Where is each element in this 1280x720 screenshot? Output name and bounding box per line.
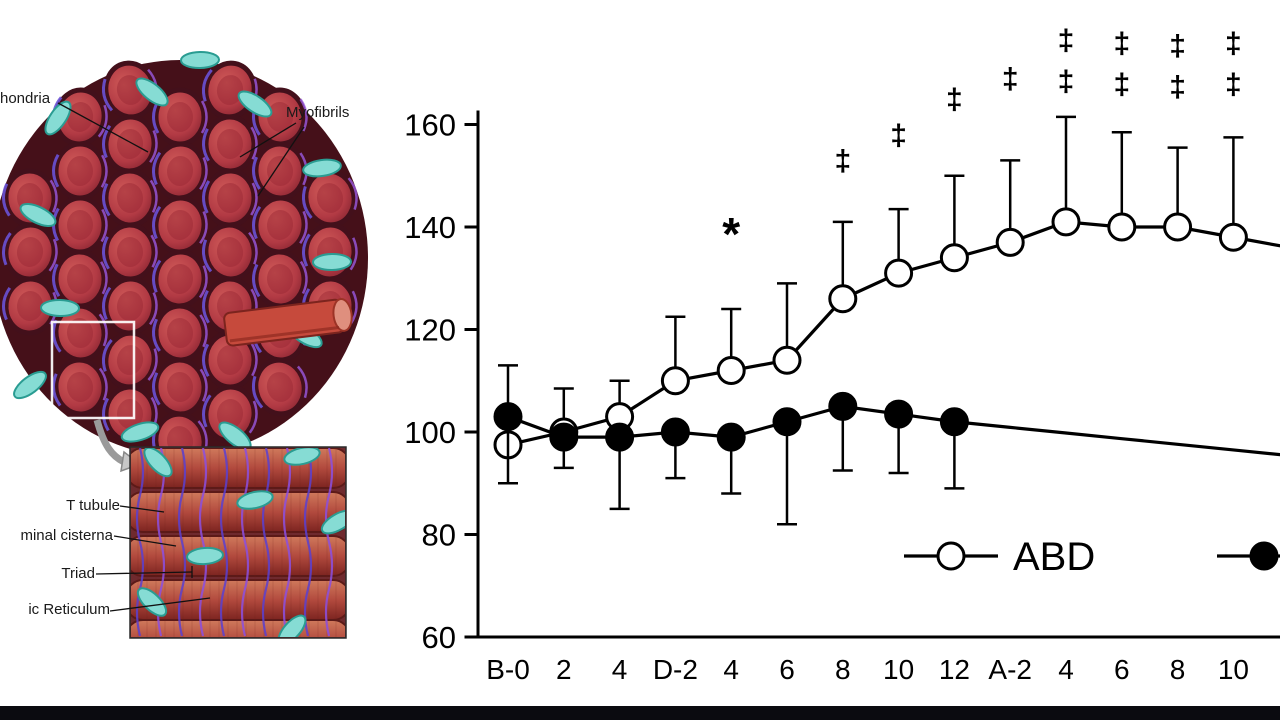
mitochondrion-icon [40, 298, 80, 318]
data-point [828, 284, 858, 314]
x-tick-label: 10 [883, 654, 914, 685]
data-point [828, 391, 858, 421]
significance-marker: ‡ [1058, 24, 1075, 57]
data-point [1218, 222, 1248, 252]
legend-item: ABD [904, 535, 1095, 579]
legend-marker [936, 541, 966, 571]
y-tick-label: 100 [404, 415, 456, 450]
y-tick-label: 160 [404, 108, 456, 143]
x-tick-label: D-2 [653, 654, 698, 685]
label-terminal-cisterna: minal cisterna [20, 527, 113, 544]
data-point [995, 227, 1025, 257]
legend-item [1217, 541, 1280, 571]
significance-marker: ‡ [1113, 68, 1130, 101]
significance-marker: ‡ [890, 119, 907, 152]
series-filled [493, 391, 1280, 526]
data-point [605, 422, 635, 452]
x-tick-label: 8 [1170, 654, 1186, 685]
label-mitochondria: hondria [0, 90, 51, 107]
muscle-bundle [0, 50, 368, 471]
label-sarcoplasmic-reticulum: ic Reticulum [28, 601, 110, 618]
x-tick-label: B-0 [486, 654, 530, 685]
x-tick-label: 4 [612, 654, 628, 685]
x-tick-label: 6 [779, 654, 795, 685]
bottom-bar [0, 706, 1280, 720]
significance-marker: ‡ [1225, 68, 1242, 101]
data-point [660, 366, 690, 396]
data-point [1163, 212, 1193, 242]
x-tick-label: 2 [556, 654, 572, 685]
significance-marker: ‡ [1002, 63, 1019, 96]
data-point [772, 407, 802, 437]
data-point [884, 399, 914, 429]
mitochondrion-icon [13, 370, 47, 400]
data-point [660, 417, 690, 447]
inset-image [129, 446, 347, 639]
x-tick-label: A-2 [988, 654, 1032, 685]
significance-marker: * [722, 208, 740, 260]
y-tick-label: 140 [404, 210, 456, 245]
mitochondrion-icon [302, 158, 342, 178]
significance-marker: ‡ [1058, 65, 1075, 98]
mitochondrion-icon [180, 50, 220, 70]
x-tick-label: 8 [835, 654, 851, 685]
legend-label: ABD [1013, 535, 1095, 579]
mitochondrion-icon [19, 202, 57, 228]
data-point [1051, 207, 1081, 237]
series-ABD [493, 115, 1280, 460]
label-myofibrils: Myofibrils [286, 104, 350, 121]
x-tick-label: 4 [723, 654, 739, 685]
legend-marker [1249, 541, 1279, 571]
significance-marker: ‡ [946, 83, 963, 116]
significance-marker: ‡ [834, 145, 851, 178]
significance-marker: ‡ [1113, 27, 1130, 60]
y-tick-label: 80 [422, 518, 456, 553]
x-tick-label: 10 [1218, 654, 1249, 685]
zoom-arrow [93, 419, 126, 466]
label-t-tubule: T tubule [66, 497, 120, 514]
data-point [493, 402, 523, 432]
y-tick-label: 60 [422, 620, 456, 655]
significance-marker: ‡ [1169, 29, 1186, 62]
label-triad: Triad [61, 565, 95, 582]
data-point [939, 407, 969, 437]
x-tick-label: 6 [1114, 654, 1130, 685]
selection-box [50, 320, 136, 420]
mitochondrion-icon [44, 100, 72, 136]
mitochondrion-icon [312, 252, 352, 272]
significance-marker: ‡ [1225, 27, 1242, 60]
mitochondrion-icon [237, 90, 273, 118]
mitochondrion-icon [120, 421, 160, 443]
protruding-myofibril [223, 298, 353, 347]
mitochondrion-icon [135, 77, 169, 107]
x-tick-label: 12 [939, 654, 970, 685]
y-tick-label: 120 [404, 313, 456, 348]
leader-lines [57, 102, 305, 612]
data-point [772, 345, 802, 375]
data-point [716, 422, 746, 452]
axes [464, 110, 1280, 639]
data-point [549, 422, 579, 452]
x-tick-label: 4 [1058, 654, 1074, 685]
data-point [939, 243, 969, 273]
data-point [884, 258, 914, 288]
data-point [716, 356, 746, 385]
data-point [1107, 212, 1137, 242]
significance-marker: ‡ [1169, 70, 1186, 103]
